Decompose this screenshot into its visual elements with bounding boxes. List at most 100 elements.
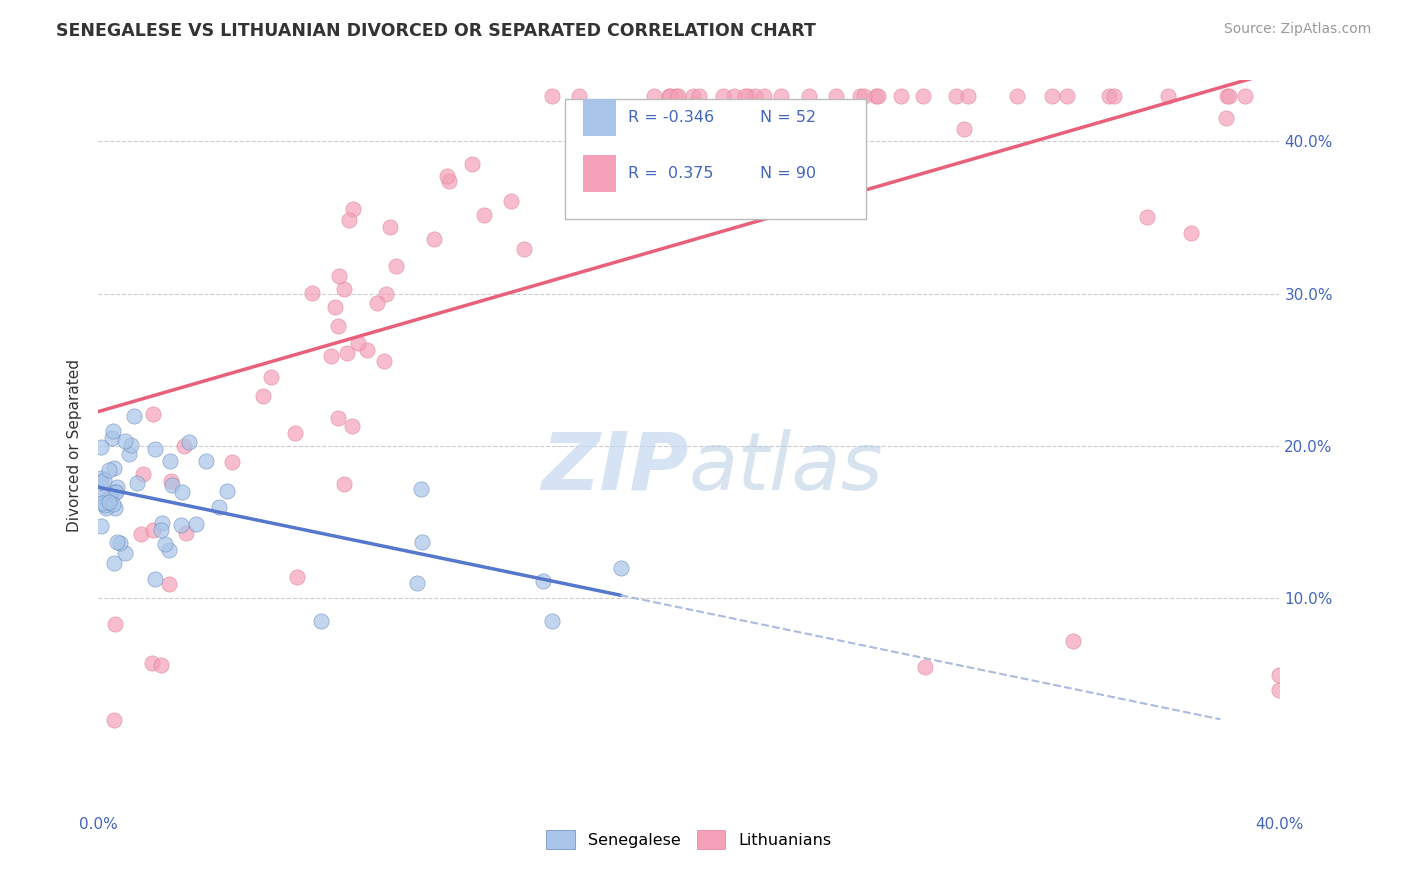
Point: [309, 614, 332, 628]
Point: [685, 97, 707, 112]
Text: R =  0.375: R = 0.375: [627, 166, 713, 181]
Point: [853, 88, 876, 103]
Point: [501, 194, 523, 209]
Point: [688, 88, 710, 103]
Point: [945, 88, 967, 103]
Point: [952, 122, 974, 136]
Point: [700, 110, 723, 124]
Point: [612, 102, 634, 116]
Text: atlas: atlas: [689, 429, 884, 507]
Point: [105, 534, 128, 549]
Point: [120, 438, 142, 452]
Point: [658, 88, 681, 103]
Point: [1180, 226, 1202, 240]
Point: [160, 475, 183, 489]
Point: [260, 370, 283, 384]
Point: [157, 543, 180, 558]
Point: [141, 656, 163, 670]
Point: [849, 88, 872, 103]
Point: [347, 335, 370, 350]
Point: [460, 157, 482, 171]
Point: [342, 202, 364, 216]
Point: [911, 88, 934, 103]
Point: [326, 319, 349, 334]
Point: [170, 517, 193, 532]
Point: [752, 88, 775, 103]
Point: [93, 490, 115, 504]
Point: [540, 88, 562, 103]
Point: [153, 537, 176, 551]
Point: [90, 475, 112, 490]
Point: [328, 269, 350, 284]
Point: [405, 576, 427, 591]
Point: [103, 460, 125, 475]
Point: [284, 425, 307, 440]
Point: [890, 88, 912, 103]
Point: [93, 474, 115, 488]
Point: [103, 497, 125, 511]
Point: [149, 523, 172, 537]
Point: [221, 455, 243, 469]
Point: [90, 496, 112, 510]
Point: [103, 714, 125, 728]
Point: [744, 88, 766, 103]
Point: [373, 354, 395, 368]
Point: [1102, 88, 1125, 103]
Point: [150, 516, 173, 530]
Point: [1157, 88, 1180, 103]
Point: [177, 435, 200, 450]
Point: [1005, 88, 1028, 103]
Point: [375, 286, 398, 301]
Point: [1040, 88, 1063, 103]
Point: [914, 660, 936, 674]
FancyBboxPatch shape: [565, 99, 866, 219]
Point: [541, 614, 564, 628]
Point: [142, 407, 165, 421]
Bar: [582, 99, 616, 136]
Point: [723, 88, 745, 103]
Point: [658, 88, 681, 103]
Point: [285, 570, 308, 584]
Point: [342, 418, 364, 433]
Point: [326, 411, 349, 425]
Point: [737, 88, 759, 103]
Point: [1268, 682, 1291, 697]
Point: [333, 477, 356, 491]
Point: [131, 527, 153, 541]
Point: [575, 165, 598, 179]
Point: [98, 462, 121, 476]
Point: [323, 300, 346, 314]
Point: [799, 88, 821, 103]
Point: [194, 454, 217, 468]
Point: [103, 557, 125, 571]
Point: [665, 88, 688, 103]
Point: [356, 343, 378, 358]
Point: [385, 259, 408, 273]
Bar: [582, 155, 616, 192]
Point: [1098, 88, 1121, 103]
Point: [1218, 88, 1240, 103]
Point: [172, 485, 194, 500]
Point: [868, 88, 890, 103]
Point: [1215, 88, 1237, 103]
Point: [157, 576, 180, 591]
Point: [94, 491, 117, 506]
Point: [411, 535, 433, 549]
Point: [734, 88, 756, 103]
Point: [104, 485, 127, 500]
Y-axis label: Divorced or Separated: Divorced or Separated: [67, 359, 83, 533]
Point: [643, 88, 665, 103]
Point: [333, 282, 356, 296]
Point: [159, 453, 181, 467]
Point: [98, 495, 121, 509]
Point: [93, 498, 115, 512]
Point: [101, 424, 124, 438]
Point: [174, 525, 197, 540]
Point: [337, 213, 360, 227]
Point: [108, 535, 131, 549]
Text: ZIP: ZIP: [541, 429, 689, 507]
Point: [666, 88, 689, 103]
Point: [101, 431, 124, 445]
Point: [436, 169, 458, 183]
Point: [125, 475, 148, 490]
